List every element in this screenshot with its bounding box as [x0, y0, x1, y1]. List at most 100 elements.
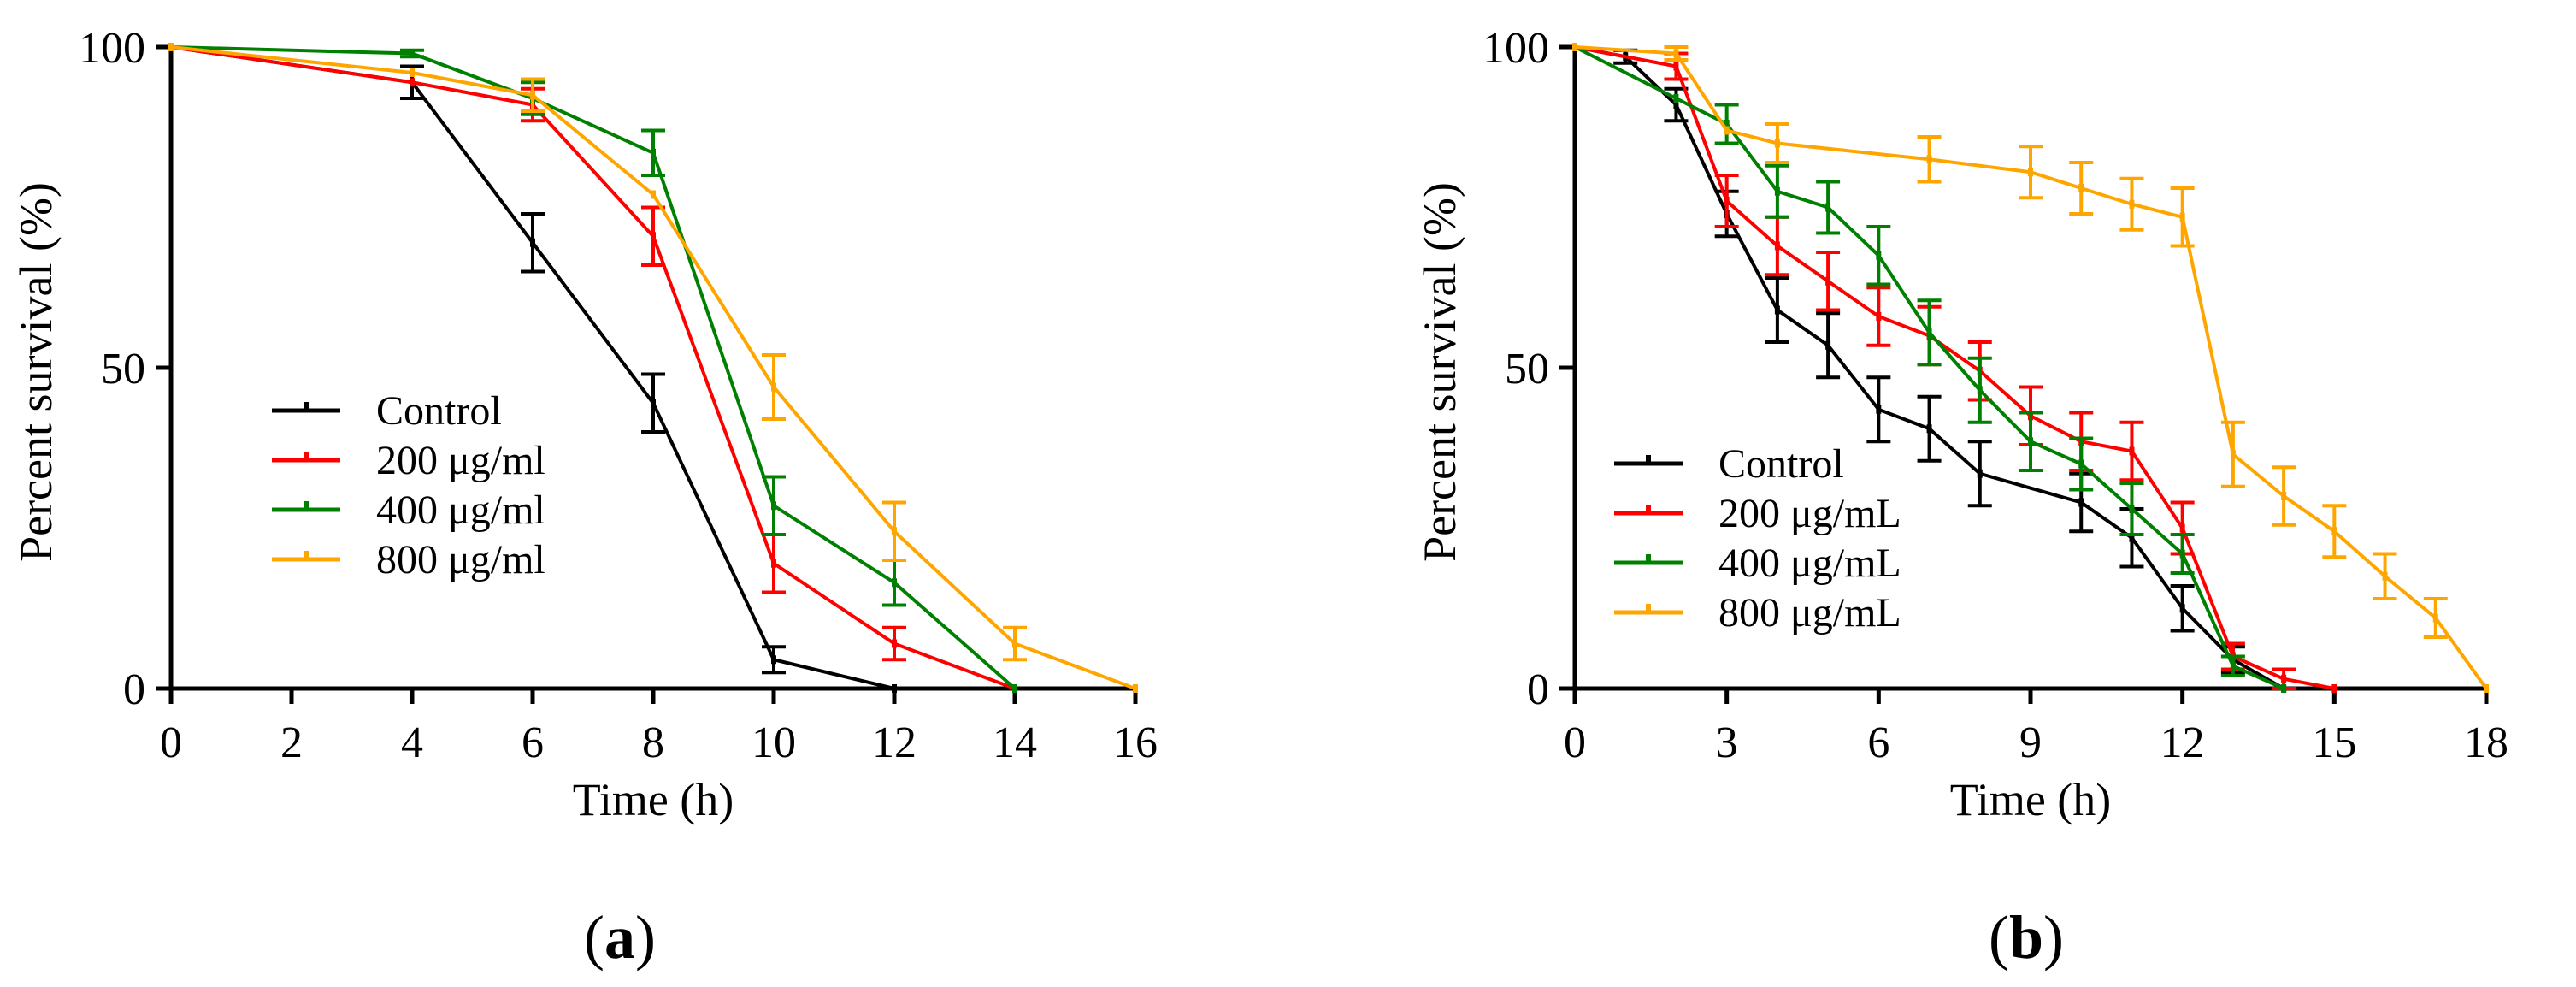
data-point: [2170, 584, 2195, 633]
point-marker: [892, 639, 897, 648]
data-point: [882, 625, 906, 662]
y-axis-title: Percent survival (%): [10, 182, 62, 562]
legend-marker: [1646, 604, 1651, 612]
x-axis-title: Time (h): [573, 774, 734, 825]
legend-marker: [1646, 455, 1651, 464]
legend-marker: [304, 551, 309, 559]
legend-label: 800 μg/mL: [1718, 590, 1901, 635]
point-marker: [651, 232, 656, 241]
data-point: [1866, 286, 1891, 347]
legend-label: 400 μg/ml: [376, 488, 545, 533]
x-tick-label: 10: [752, 718, 796, 767]
data-point: [641, 128, 665, 177]
data-point: [521, 212, 545, 274]
data-point: [2220, 654, 2245, 677]
legend-label: 800 μg/ml: [376, 537, 545, 582]
y-axis-title: Percent survival (%): [1414, 182, 1465, 562]
point-marker: [1673, 94, 1679, 103]
data-point: [1724, 126, 1730, 135]
point-marker: [2129, 446, 2135, 456]
data-point: [521, 77, 545, 113]
data-point: [2322, 504, 2347, 559]
panel-label: (a): [584, 903, 656, 972]
x-tick-label: 6: [1867, 718, 1889, 767]
data-point: [1765, 163, 1789, 219]
point-marker: [771, 559, 776, 568]
data-point: [1917, 394, 1942, 463]
point-marker: [2281, 492, 2287, 500]
data-point: [400, 48, 424, 59]
data-point: [1917, 135, 1942, 184]
legend-item: 800 μg/ml: [272, 537, 545, 582]
point-marker: [1825, 340, 1831, 350]
point-marker: [1724, 126, 1730, 135]
data-point: [410, 78, 415, 87]
point-marker: [651, 399, 656, 408]
data-point: [1765, 215, 1789, 277]
point-marker: [2331, 684, 2337, 693]
series-0: [168, 43, 897, 693]
point-marker: [1774, 241, 1780, 251]
point-marker: [2281, 684, 2287, 693]
series-line: [1574, 45, 2284, 690]
point-marker: [651, 190, 656, 199]
y-tick-label: 0: [123, 665, 145, 714]
point-marker: [2129, 505, 2135, 513]
data-point: [1765, 276, 1789, 344]
data-point: [2170, 186, 2195, 248]
legend-label: Control: [376, 388, 502, 434]
series-line: [1574, 45, 2488, 690]
data-point: [2220, 420, 2245, 488]
series-line: [1574, 45, 2335, 690]
data-point: [1967, 440, 1992, 508]
x-tick-label: 0: [160, 718, 182, 767]
point-marker: [1673, 100, 1679, 109]
point-marker: [1977, 469, 1983, 478]
point-marker: [892, 578, 897, 588]
x-tick-label: 16: [1113, 718, 1158, 767]
data-point: [651, 190, 656, 199]
x-tick-label: 6: [522, 718, 544, 767]
panel-label: (b): [1989, 903, 2064, 972]
point-marker: [2230, 450, 2236, 459]
legend-label: Control: [1718, 441, 1844, 487]
point-marker: [1977, 386, 1983, 395]
data-point: [1012, 684, 1017, 693]
series-1: [168, 43, 1017, 693]
point-marker: [2179, 523, 2185, 533]
legend-marker: [304, 452, 309, 460]
data-point: [762, 353, 786, 421]
point-marker: [1825, 276, 1831, 286]
data-point: [1003, 625, 1027, 662]
point-marker: [530, 91, 535, 100]
point-marker: [1876, 251, 1882, 260]
point-marker: [2179, 604, 2185, 613]
data-point: [2019, 411, 2043, 472]
point-marker: [1825, 203, 1831, 212]
point-marker: [1774, 186, 1780, 196]
point-marker: [1876, 312, 1882, 321]
data-point: [1816, 251, 1841, 312]
data-point: [2484, 684, 2489, 693]
x-tick-label: 15: [2312, 718, 2356, 767]
data-point: [1714, 174, 1739, 228]
data-point: [1765, 122, 1789, 164]
series-1: [1572, 43, 2337, 693]
legend-item: 200 μg/mL: [1614, 491, 1901, 536]
data-point: [1133, 684, 1138, 693]
data-point: [1816, 180, 1841, 235]
data-point: [2272, 465, 2296, 527]
point-marker: [2078, 459, 2084, 469]
series-3: [168, 43, 1138, 693]
legend-label: 200 μg/mL: [1718, 491, 1901, 536]
point-marker: [1926, 424, 1932, 434]
legend-marker: [1646, 554, 1651, 563]
x-tick-label: 3: [1716, 718, 1738, 767]
series-line: [1574, 45, 2285, 690]
data-point: [2373, 552, 2397, 600]
data-point: [762, 475, 786, 536]
point-marker: [410, 49, 415, 58]
data-point: [2019, 145, 2043, 200]
